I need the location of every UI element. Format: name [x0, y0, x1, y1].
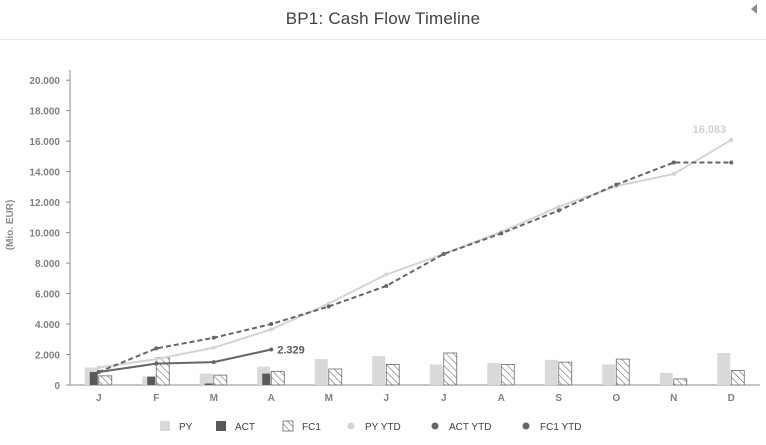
collapse-arrow-icon[interactable] [748, 3, 760, 15]
bar-fc1 [673, 378, 688, 386]
x-tick-label: M [210, 393, 218, 404]
bar-py [487, 362, 501, 385]
legend-marker-act [216, 421, 226, 431]
point-py-ytd [671, 171, 676, 176]
bar-py [659, 372, 673, 385]
point-py-ytd [211, 345, 216, 350]
bar-py [544, 359, 558, 385]
y-tick-label: 10.000 [29, 229, 60, 240]
x-tick-label: J [441, 393, 447, 404]
axes: 0 2.000 4.000 6.000 8.000 10.000 12.000 14.000 1… [5, 70, 760, 404]
bar-py [372, 356, 386, 385]
x-tick-label: A [268, 393, 275, 404]
y-tick-label: 18.000 [29, 107, 60, 118]
bar-fc1 [385, 364, 400, 386]
legend-label-act-ytd: ACT YTD [449, 422, 491, 433]
bar-fc1 [98, 375, 113, 386]
x-tick-label: O [612, 393, 620, 404]
bar-act [262, 373, 271, 385]
x-tick-label: N [670, 393, 677, 404]
bar-fc1 [558, 361, 573, 386]
y-tick-label: 2.000 [35, 351, 60, 362]
legend-marker-act-ytd [431, 422, 439, 430]
legend-marker-fc1 [282, 420, 294, 432]
bar-py [602, 364, 616, 385]
x-tick-label: D [728, 393, 735, 404]
bar-fc1 [615, 358, 630, 386]
legend-marker-py-ytd [347, 422, 355, 430]
point-py-ytd [154, 357, 159, 362]
point-fc1-ytd [384, 283, 389, 288]
y-tick-label: 4.000 [35, 320, 60, 331]
y-tick-label: 0 [54, 381, 60, 392]
y-tick-label: 14.000 [29, 168, 60, 179]
bar-py [199, 373, 213, 385]
bar-fc1 [328, 368, 343, 386]
point-act-ytd [154, 361, 159, 366]
point-fc1-ytd [671, 160, 676, 165]
bars [84, 352, 745, 386]
point-fc1-ytd [154, 346, 159, 351]
line-act-ytd [98, 348, 272, 374]
y-tick-label: 12.000 [29, 198, 60, 209]
bar-py [314, 359, 328, 385]
legend-label-py: PY [179, 422, 193, 433]
point-py-ytd [96, 365, 101, 370]
x-tick-label: A [498, 393, 505, 404]
bar-act [147, 376, 156, 385]
bar-fc1 [270, 370, 285, 386]
data-label-act-ytd: 2.329 [277, 345, 305, 357]
lines: 16.083 2.329 [96, 124, 734, 375]
y-tick-label: 16.000 [29, 137, 60, 148]
bar-fc1 [443, 352, 458, 386]
bar-fc1 [500, 364, 515, 386]
legend-marker-fc1-ytd [522, 422, 530, 430]
bar-py [429, 364, 443, 385]
legend-label-py-ytd: PY YTD [365, 422, 401, 433]
point-fc1-ytd [269, 322, 274, 327]
point-py-ytd [326, 301, 331, 306]
x-tick-label: S [555, 393, 562, 404]
line-py-ytd [98, 139, 732, 369]
y-tick-label: 8.000 [35, 259, 60, 270]
point-py-ytd [384, 272, 389, 277]
x-tick-label: J [96, 393, 102, 404]
point-fc1-ytd [326, 304, 331, 309]
point-fc1-ytd [441, 251, 446, 256]
point-act-ytd [96, 370, 101, 375]
chart-header: BP1: Cash Flow Timeline [0, 0, 766, 40]
y-tick-label: 20.000 [29, 76, 60, 87]
bar-act [89, 372, 98, 385]
point-act-ytd [269, 347, 274, 352]
point-fc1-ytd [614, 182, 619, 187]
point-act-ytd [211, 360, 216, 365]
data-label-py-ytd: 16.083 [693, 124, 727, 136]
point-fc1-ytd [499, 231, 504, 236]
point-py-ytd [269, 327, 274, 332]
point-py-ytd [729, 137, 734, 142]
legend-label-fc1: FC1 [302, 422, 321, 433]
x-tick-label: J [383, 393, 389, 404]
point-py-ytd [556, 204, 561, 209]
point-fc1-ytd [729, 160, 734, 165]
bar-act [204, 383, 213, 385]
legend-marker-py [160, 421, 170, 431]
legend-label-act: ACT [235, 422, 255, 433]
point-fc1-ytd [211, 335, 216, 340]
bar-fc1 [155, 357, 170, 386]
bar-fc1 [213, 374, 228, 386]
x-tick-label: M [325, 393, 333, 404]
point-fc1-ytd [556, 208, 561, 213]
x-tick-label: F [153, 393, 159, 404]
line-fc1-ytd [98, 161, 732, 373]
y-axis-label: (Mio. EUR) [5, 200, 16, 251]
chart-title: BP1: Cash Flow Timeline [285, 9, 481, 28]
y-tick-label: 6.000 [35, 290, 60, 301]
bar-py [717, 353, 731, 385]
legend: PY ACT FC1 PY YTD ACT YTD FC1 YTD [160, 420, 582, 433]
legend-label-fc1-ytd: FC1 YTD [540, 422, 582, 433]
bar-fc1 [730, 370, 745, 386]
